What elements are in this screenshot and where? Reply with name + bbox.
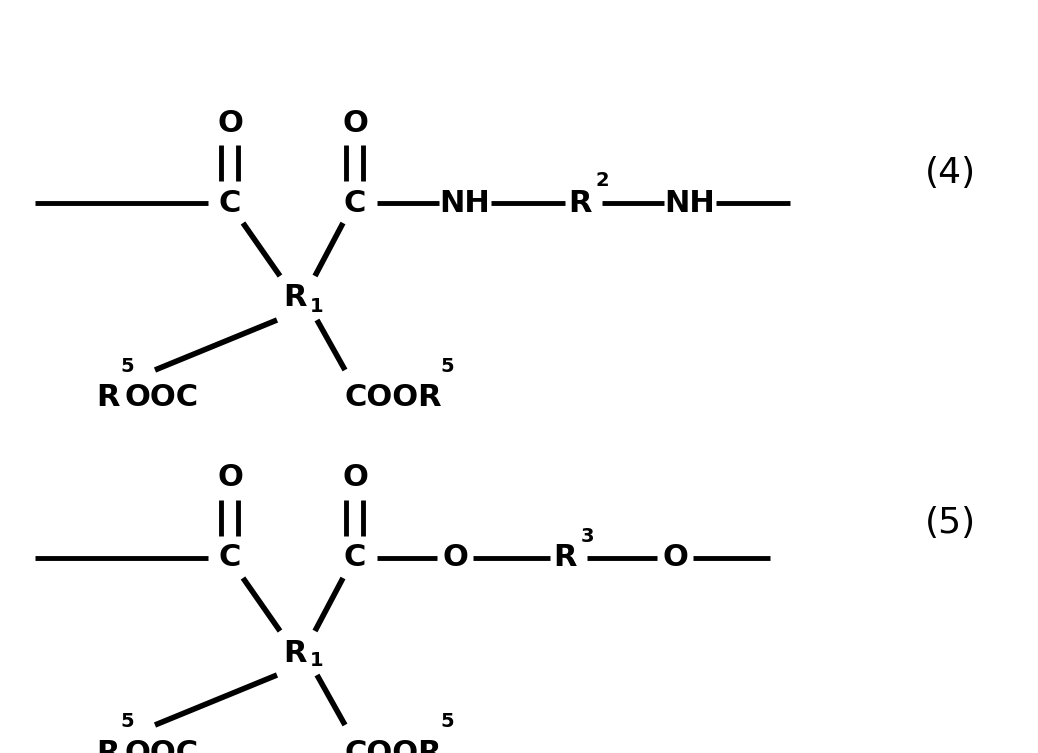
Text: COOR: COOR [345, 383, 442, 413]
Text: 1: 1 [310, 651, 324, 670]
Text: OOC: OOC [125, 383, 199, 413]
Text: R: R [97, 383, 120, 413]
Text: R: R [283, 639, 307, 667]
Text: R: R [553, 544, 577, 572]
Text: C: C [344, 544, 366, 572]
Text: (5): (5) [925, 506, 976, 540]
Text: OOC: OOC [125, 739, 199, 753]
Text: C: C [219, 544, 241, 572]
Text: NH: NH [664, 188, 715, 218]
Text: O: O [217, 464, 243, 492]
Text: R: R [97, 739, 120, 753]
Text: 2: 2 [595, 172, 609, 191]
Text: (4): (4) [925, 156, 976, 190]
Text: 5: 5 [440, 712, 454, 731]
Text: O: O [343, 108, 367, 138]
Text: R: R [283, 283, 307, 312]
Text: 5: 5 [440, 357, 454, 376]
Text: O: O [217, 108, 243, 138]
Text: 5: 5 [120, 357, 134, 376]
Text: 5: 5 [120, 712, 134, 731]
Text: O: O [662, 544, 688, 572]
Text: 3: 3 [580, 526, 594, 545]
Text: C: C [344, 188, 366, 218]
Text: R: R [568, 188, 592, 218]
Text: C: C [219, 188, 241, 218]
Text: COOR: COOR [345, 739, 442, 753]
Text: O: O [343, 464, 367, 492]
Text: 1: 1 [310, 297, 324, 316]
Text: NH: NH [440, 188, 490, 218]
Text: O: O [442, 544, 468, 572]
